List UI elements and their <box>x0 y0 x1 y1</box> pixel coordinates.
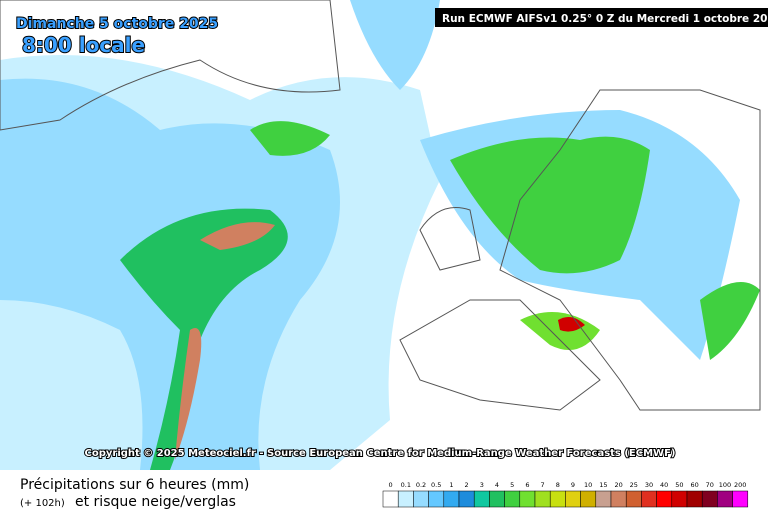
legend-label: 0.2 <box>416 481 426 489</box>
legend-swatch <box>686 490 703 508</box>
map <box>0 0 761 471</box>
legend-label: 2 <box>465 481 469 489</box>
legend-swatch <box>397 490 414 508</box>
forecast-date: Dimanche 5 octobre 2025 <box>16 16 218 32</box>
legend-swatch <box>641 490 657 508</box>
legend-label: 15 <box>599 481 607 489</box>
legend-swatch <box>610 490 627 508</box>
legend-swatch <box>671 490 688 508</box>
legend-label: 0.5 <box>431 481 441 489</box>
legend-swatch <box>382 490 399 508</box>
copyright: Copyright © 2025 Meteociel.fr - Source E… <box>85 448 676 459</box>
legend-label: 0.1 <box>401 481 411 489</box>
legend-swatch <box>549 490 566 508</box>
caption-subtitle: et risque neige/verglas <box>75 494 236 510</box>
caption-lead: (+ 102h) <box>20 498 65 509</box>
legend-label: 1 <box>449 481 453 489</box>
legend-label: 60 <box>690 481 698 489</box>
coastline <box>0 0 341 131</box>
legend-swatch <box>458 490 475 508</box>
legend-label: 8 <box>556 481 560 489</box>
legend-label: 9 <box>571 481 575 489</box>
precip-band <box>700 282 760 360</box>
legend: 0 0.1 0.2 0.5 1 2 3 4 5 6 7 8 9 10 15 20 25 30 40 50 60 70 100… <box>382 481 749 508</box>
legend-label: 30 <box>645 481 653 489</box>
legend-label: 20 <box>614 481 622 489</box>
legend-label: 6 <box>525 481 529 489</box>
run-info: Run ECMWF AIFSv1 0.25° 0 Z du Mercredi 1… <box>442 13 768 25</box>
legend-swatch <box>504 490 521 508</box>
legend-swatch <box>534 490 551 508</box>
legend-label: 100 <box>719 481 731 489</box>
legend-swatch <box>565 490 581 508</box>
legend-label: 25 <box>630 481 638 489</box>
legend-label: 0 <box>389 481 393 489</box>
legend-label: 40 <box>660 481 668 489</box>
caption-title: Précipitations sur 6 heures (mm) <box>20 477 249 493</box>
legend-swatch <box>656 490 673 508</box>
legend-swatch <box>595 490 612 508</box>
legend-swatch <box>701 490 718 508</box>
legend-swatch <box>732 490 749 508</box>
coastline <box>399 89 761 411</box>
precip-core <box>200 222 275 250</box>
precip-band <box>120 208 288 471</box>
legend-swatch <box>580 490 597 508</box>
legend-swatch <box>519 490 536 508</box>
legend-label: 4 <box>495 481 499 489</box>
legend-label: 70 <box>706 481 714 489</box>
legend-swatch <box>443 490 460 508</box>
legend-swatch <box>413 490 429 508</box>
run-box <box>435 8 768 27</box>
precip-band <box>450 136 650 274</box>
legend-swatch <box>473 490 490 508</box>
legend-label: 3 <box>480 481 484 489</box>
precip-core <box>175 328 202 460</box>
legend-label: 5 <box>510 481 514 489</box>
precip-core <box>558 316 585 332</box>
forecast-time: 8:00 locale <box>22 33 145 57</box>
legend-swatch <box>489 490 505 508</box>
precip-zone <box>350 0 440 90</box>
legend-label: 10 <box>584 481 592 489</box>
legend-label: 50 <box>675 481 683 489</box>
legend-swatch <box>625 490 642 508</box>
legend-label: 7 <box>541 481 545 489</box>
legend-swatch <box>428 490 445 508</box>
precip-band <box>250 121 330 156</box>
legend-swatch <box>717 490 733 508</box>
legend-label: 200 <box>734 481 746 489</box>
